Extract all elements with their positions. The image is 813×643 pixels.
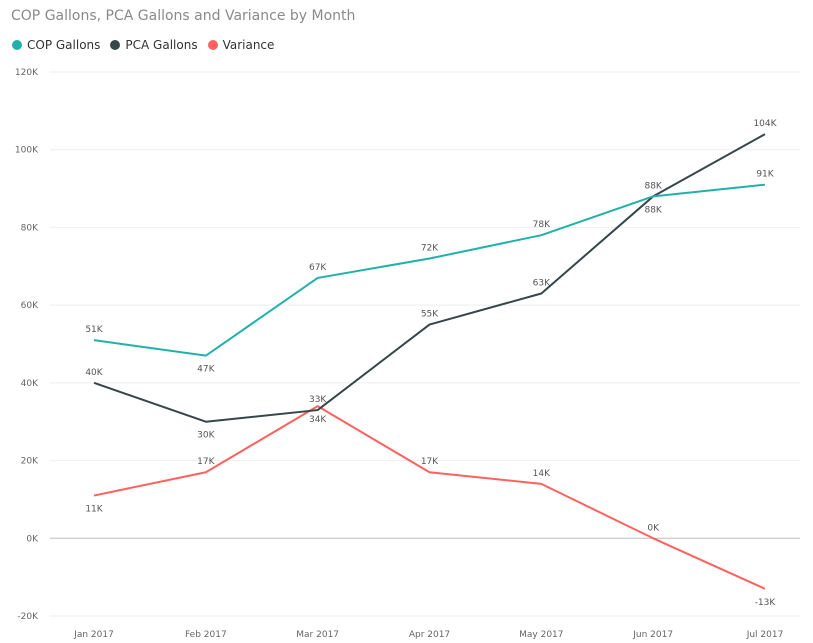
x-tick-label: Mar 2017	[296, 630, 339, 640]
series-line-variance	[93, 405, 766, 590]
data-label-cop-gallons: 67K	[309, 263, 327, 273]
data-label-pca-gallons: 33K	[309, 395, 327, 405]
y-tick-label: 100K	[15, 146, 39, 156]
x-tick-label: Apr 2017	[409, 630, 450, 640]
legend-label: COP Gallons	[27, 38, 101, 52]
chart-title: COP Gallons, PCA Gallons and Variance by…	[11, 8, 356, 24]
data-label-pca-gallons: 88K	[644, 181, 662, 191]
data-label-pca-gallons: 30K	[197, 431, 215, 441]
data-label-cop-gallons: 78K	[533, 220, 551, 230]
y-tick-label: 40K	[21, 379, 39, 389]
x-tick-label: Jul 2017	[746, 630, 784, 640]
data-label-cop-gallons: 47K	[197, 365, 215, 375]
x-tick-label: May 2017	[519, 630, 563, 640]
data-label-cop-gallons: 51K	[85, 325, 103, 335]
data-label-cop-gallons: 72K	[421, 244, 439, 254]
y-tick-label: 80K	[21, 223, 39, 233]
data-label-variance: 17K	[197, 457, 215, 467]
data-label-variance: 17K	[421, 457, 439, 467]
data-label-cop-gallons: 91K	[756, 170, 774, 180]
data-label-variance: 11K	[85, 505, 103, 515]
series-line-cop-gallons	[93, 183, 766, 357]
chart-legend: COP Gallons PCA Gallons Variance	[12, 38, 274, 52]
legend-marker-icon	[12, 40, 22, 50]
legend-item-pca-gallons[interactable]: PCA Gallons	[110, 38, 198, 52]
y-tick-label: 60K	[21, 301, 39, 311]
legend-marker-icon	[110, 40, 121, 50]
series-line-pca-gallons	[93, 133, 766, 423]
data-label-pca-gallons: 63K	[533, 278, 551, 288]
data-label-variance: 14K	[533, 469, 551, 479]
y-tick-label: 120K	[15, 68, 39, 78]
y-tick-label: 0K	[26, 534, 39, 544]
y-tick-label: 20K	[21, 457, 39, 467]
data-label-variance: 34K	[309, 415, 327, 425]
data-label-pca-gallons: 40K	[85, 368, 103, 378]
data-label-pca-gallons: 104K	[753, 119, 777, 129]
data-label-cop-gallons: 88K	[644, 205, 662, 215]
legend-label: Variance	[222, 38, 275, 52]
legend-item-cop-gallons[interactable]: COP Gallons	[12, 38, 100, 52]
data-label-variance: -13K	[755, 598, 777, 608]
legend-label: PCA Gallons	[125, 38, 198, 52]
x-tick-label: Feb 2017	[185, 630, 227, 640]
data-label-pca-gallons: 55K	[421, 310, 439, 320]
legend-item-variance[interactable]: Variance	[207, 38, 275, 52]
legend-marker-icon	[207, 40, 218, 50]
x-tick-label: Jan 2017	[73, 630, 114, 640]
data-label-variance: 0K	[647, 523, 660, 533]
y-tick-label: -20K	[17, 612, 39, 622]
x-tick-label: Jun 2017	[632, 630, 673, 640]
